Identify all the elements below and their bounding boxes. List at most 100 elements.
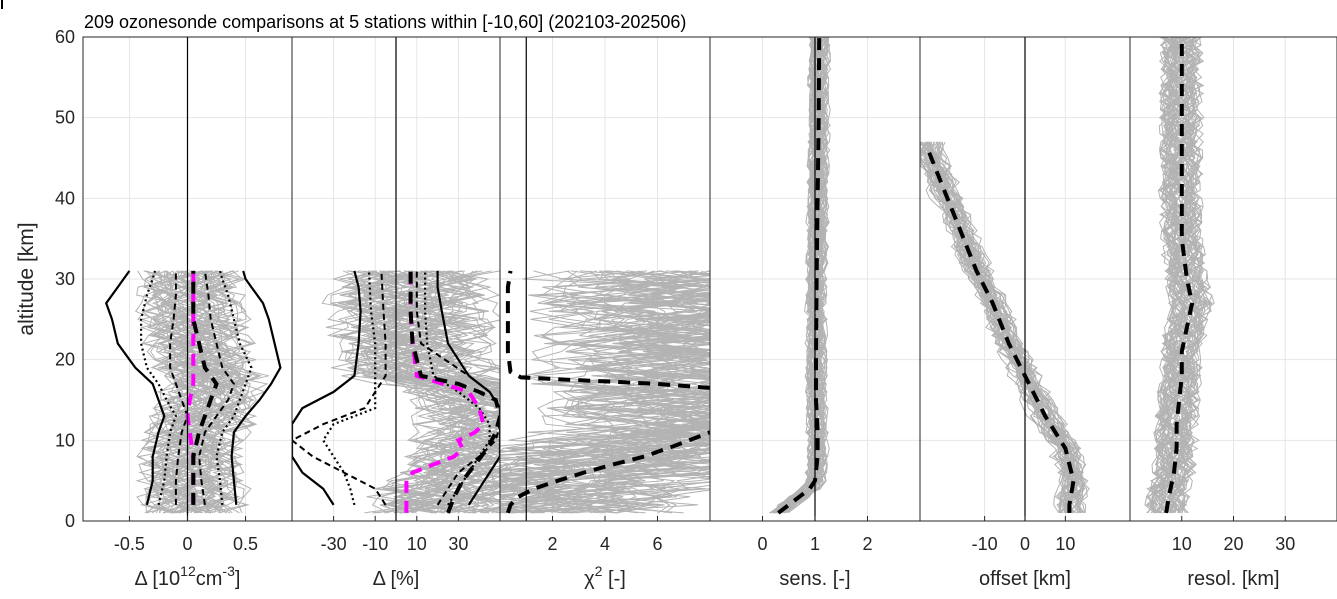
profile-line	[931, 141, 1082, 514]
y-tick-label: 50	[55, 108, 75, 128]
profile-line	[500, 270, 661, 466]
chart-title: 209 ozonesonde comparisons at 5 stations…	[84, 12, 686, 32]
profile-line	[172, 270, 233, 514]
profile-line	[774, 37, 817, 514]
profile-line	[500, 334, 710, 514]
profile-line	[500, 270, 710, 514]
profile-line	[500, 270, 691, 483]
series-dashed-black	[926, 149, 1076, 513]
profile-line	[143, 270, 204, 514]
x-axis-label-part: 2	[595, 563, 603, 579]
panel-plot-area	[500, 270, 710, 514]
x-tick-label: 0	[182, 534, 192, 554]
x-axis-label: resol. [km]	[1187, 568, 1279, 590]
profile-line	[396, 270, 500, 514]
profile-line	[439, 270, 500, 514]
profile-line	[500, 278, 710, 514]
profile-line	[151, 270, 210, 514]
x-tick-label: 30	[448, 534, 468, 554]
profile-line	[922, 141, 1073, 513]
profile-line	[500, 270, 707, 514]
profile-line	[331, 270, 482, 514]
x-tick-label: 1	[810, 534, 820, 554]
y-tick-label: 0	[65, 511, 75, 531]
profile-line	[1175, 37, 1207, 513]
profile-line	[500, 293, 710, 514]
x-tick-label: 20	[1223, 534, 1243, 554]
profile-line	[500, 278, 710, 506]
profile-line	[337, 270, 483, 514]
profile-line	[920, 159, 1068, 513]
x-tick-label: 2	[862, 534, 872, 554]
profile-line	[200, 270, 254, 514]
profile-line	[558, 466, 710, 514]
profile-line	[431, 270, 500, 514]
profile-line	[372, 270, 500, 514]
x-axis-label: offset [km]	[979, 568, 1071, 590]
series-dashed-black-thin	[169, 270, 189, 505]
profile-line	[1181, 37, 1214, 514]
profile-line	[368, 270, 500, 514]
panel-delta-rel: -30 -10 10 30 Δ [%]	[291, 36, 501, 590]
profile-line	[501, 275, 710, 514]
series-solid-black	[104, 270, 166, 506]
y-tick-label: 40	[55, 188, 75, 208]
series-solid-black	[292, 270, 362, 506]
profile-line	[339, 270, 483, 514]
profile-line	[514, 298, 710, 514]
profile-line	[551, 286, 710, 514]
panel-plot-area	[1144, 37, 1215, 514]
profile-line	[198, 270, 269, 514]
y-axis-label: altitude [km]	[15, 222, 38, 335]
x-axis-label: Δ [1012cm-3]	[135, 563, 241, 590]
series-solid-black	[436, 270, 500, 506]
series-dotted-black	[215, 270, 253, 506]
x-axis-label-part: Δ [10	[135, 568, 181, 590]
series-dashed-black-thin	[198, 270, 236, 506]
x-axis-label-part: resol. [km]	[1187, 568, 1279, 590]
x-tick-label: 30	[1275, 534, 1295, 554]
x-axis-label-part: Δ [%]	[373, 568, 420, 590]
profile-line	[505, 272, 710, 514]
profile-line	[362, 270, 500, 514]
x-axis-label: sens. [-]	[779, 568, 850, 590]
profile-line	[500, 270, 684, 475]
profile-line	[1166, 37, 1197, 514]
profile-line	[327, 270, 482, 514]
x-tick-label: 0	[757, 534, 767, 554]
x-axis-label-part: sens. [-]	[779, 568, 850, 590]
x-tick-label: 2	[547, 534, 557, 554]
profile-line	[500, 270, 710, 507]
x-axis-label-part: ]	[235, 568, 241, 590]
x-tick-label: 4	[600, 534, 610, 554]
profile-line	[1171, 37, 1212, 514]
x-axis-label: Δ [%]	[373, 568, 420, 590]
profile-line	[500, 270, 686, 456]
x-axis-label-part: 12	[180, 563, 196, 579]
x-tick-label: 10	[1172, 534, 1192, 554]
profile-line	[169, 270, 227, 514]
profile-line	[1151, 37, 1188, 514]
panel-offset: -10 0 10 offset [km]	[919, 36, 1131, 590]
profile-line	[920, 157, 1066, 514]
x-tick-label: -10	[362, 534, 388, 554]
x-axis-label-part: -3	[222, 563, 235, 579]
series-dashed-black	[505, 430, 710, 514]
y-tick-label: 60	[55, 27, 75, 47]
panel-resolution: 10 20 30 resol. [km]	[1129, 36, 1337, 590]
profile-line	[413, 270, 500, 514]
panel-plot-area	[292, 270, 500, 514]
profile-line	[348, 270, 499, 514]
series-dashed-black-thin	[292, 270, 387, 506]
profile-line	[578, 447, 710, 514]
x-tick-label: -10	[972, 534, 998, 554]
series-solid-black	[230, 270, 282, 506]
profile-line	[420, 270, 500, 514]
x-axis-label: χ2 [-]	[584, 563, 626, 590]
profile-line	[340, 270, 475, 514]
profile-line	[140, 270, 207, 514]
panel-plot-area	[920, 141, 1090, 514]
profile-line	[146, 270, 206, 514]
